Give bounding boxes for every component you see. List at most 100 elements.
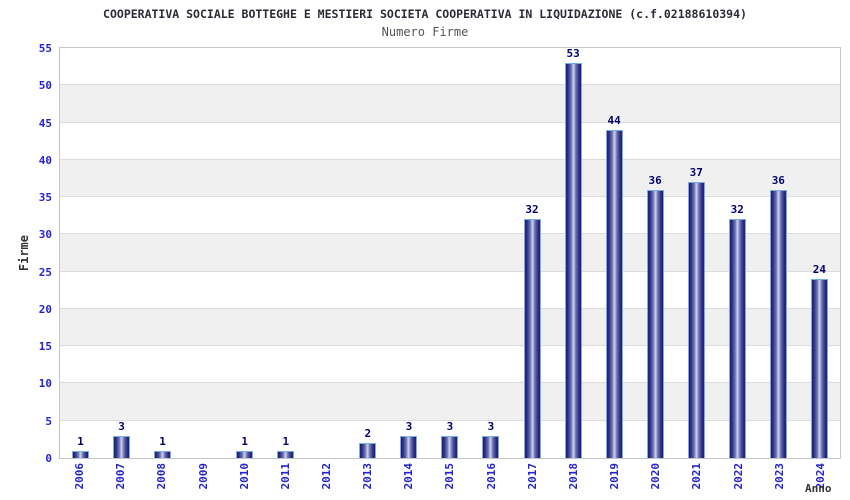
grid-bands [60, 48, 840, 458]
bar-value-2013: 2 [364, 427, 372, 440]
bar-value-2011: 1 [282, 435, 290, 448]
gridline [60, 270, 840, 272]
y-tick-label: 35 [38, 191, 52, 205]
x-tick-slot-2007: 2007 [100, 463, 141, 499]
gridline [60, 84, 840, 86]
grid-band [60, 308, 840, 347]
x-tick-label-2017: 2017 [525, 463, 539, 490]
bar-slot-2013: 2 [347, 48, 388, 458]
bar-value-2008: 1 [159, 435, 166, 448]
y-tick-label: 55 [38, 42, 52, 55]
bars-container: 1 3 1 1 1 2 3 3 3 32 53 44 36 37 32 36 24 [60, 48, 840, 458]
x-axis-ticks: 2006 2007 2008 2009 2010 2011 2012 2013 2014 2015… [59, 463, 841, 499]
bar-value-2014: 3 [405, 420, 413, 433]
x-tick-slot-2017: 2017 [512, 463, 553, 499]
x-tick-label-2007: 2007 [114, 463, 128, 490]
bar-value-2022: 32 [730, 203, 744, 216]
bar-value-2019: 44 [607, 114, 621, 127]
x-tick-slot-2020: 2020 [635, 463, 676, 499]
bar-value-2015: 3 [446, 420, 454, 433]
grid-band [60, 85, 840, 123]
bar-value-2018: 53 [566, 47, 580, 60]
x-tick-label-2015: 2015 [443, 463, 457, 490]
gridline [60, 419, 840, 421]
x-tick-slot-2012: 2012 [306, 463, 347, 499]
y-tick-label: 15 [38, 340, 52, 354]
y-tick-label: 20 [38, 302, 52, 316]
bar-slot-2014: 3 [388, 48, 429, 458]
y-tick-label: 50 [38, 79, 52, 93]
bar-slot-2008: 1 [142, 48, 183, 458]
x-tick-label-2008: 2008 [155, 463, 169, 490]
gridline [60, 196, 840, 198]
bar-2022 [728, 219, 746, 458]
chart-title: COOPERATIVA SOCIALE BOTTEGHE E MESTIERI … [103, 7, 747, 21]
x-tick-slot-2019: 2019 [594, 463, 635, 499]
x-tick-label-2022: 2022 [731, 463, 745, 490]
grid-band [60, 159, 840, 198]
bar-slot-2021: 37 [676, 48, 717, 458]
x-tick-label-2009: 2009 [196, 463, 210, 490]
x-tick-label-2021: 2021 [690, 463, 704, 490]
x-tick-slot-2011: 2011 [265, 463, 306, 499]
bar-slot-2015: 3 [429, 48, 470, 458]
bar-value-2021: 37 [689, 166, 703, 179]
bar-slot-2019: 44 [594, 48, 635, 458]
x-tick-label-2018: 2018 [566, 463, 580, 490]
bar-2019 [605, 130, 623, 458]
y-tick-label: 5 [45, 414, 52, 428]
gridline [60, 121, 840, 123]
bar-slot-2006: 1 [60, 48, 101, 458]
x-tick-label-2023: 2023 [772, 463, 786, 490]
gridline [60, 158, 840, 160]
bar-slot-2012 [306, 48, 347, 458]
bar-slot-2016: 3 [470, 48, 511, 458]
gridline [60, 382, 840, 384]
bar-slot-2007: 3 [101, 48, 142, 458]
bar-2021 [687, 182, 705, 458]
gridline [60, 307, 840, 309]
bar-2008 [154, 451, 172, 458]
bar-2010 [236, 451, 254, 458]
gridline [60, 233, 840, 235]
bar-2023 [769, 190, 787, 458]
bar-slot-2023: 36 [758, 48, 799, 458]
x-tick-label-2011: 2011 [278, 463, 292, 490]
x-tick-slot-2010: 2010 [224, 463, 265, 499]
x-tick-label-2019: 2019 [608, 463, 622, 490]
x-tick-slot-2014: 2014 [388, 463, 429, 499]
bar-value-2007: 3 [118, 420, 125, 433]
y-tick-label: 10 [38, 377, 52, 391]
x-axis-title: Anno [805, 482, 832, 495]
bar-value-2010: 1 [241, 435, 249, 448]
bar-2011 [277, 451, 295, 458]
bar-2024 [810, 279, 828, 458]
bar-value-2020: 36 [648, 174, 662, 187]
y-axis-ticks: 0 5 10 15 20 25 30 35 40 45 50 55 [0, 42, 52, 465]
bar-value-2016: 3 [487, 420, 495, 433]
x-tick-label-2012: 2012 [320, 463, 334, 490]
bar-value-2023: 36 [771, 174, 785, 187]
bar-slot-2010: 1 [224, 48, 265, 458]
bar-2018 [564, 63, 582, 458]
y-tick-label: 30 [38, 228, 52, 242]
bar-slot-2018: 53 [553, 48, 594, 458]
bar-2015 [441, 436, 459, 458]
bar-slot-2024: 24 [799, 48, 840, 458]
bar-2017 [523, 219, 541, 458]
bar-slot-2017: 32 [512, 48, 553, 458]
x-tick-label-2016: 2016 [484, 463, 498, 490]
grid-band [60, 383, 840, 421]
x-tick-slot-2013: 2013 [347, 463, 388, 499]
x-tick-label-2020: 2020 [649, 463, 663, 490]
x-tick-label-2014: 2014 [402, 463, 416, 490]
bar-value-2006: 1 [77, 435, 84, 448]
bar-2014 [400, 436, 418, 458]
plot-area: 1 3 1 1 1 2 3 3 3 32 53 44 36 37 32 36 24 [59, 47, 841, 459]
gridline [60, 345, 840, 347]
x-tick-slot-2009: 2009 [182, 463, 223, 499]
bar-slot-2020: 36 [635, 48, 676, 458]
bar-slot-2022: 32 [717, 48, 758, 458]
grid-band [60, 234, 840, 272]
